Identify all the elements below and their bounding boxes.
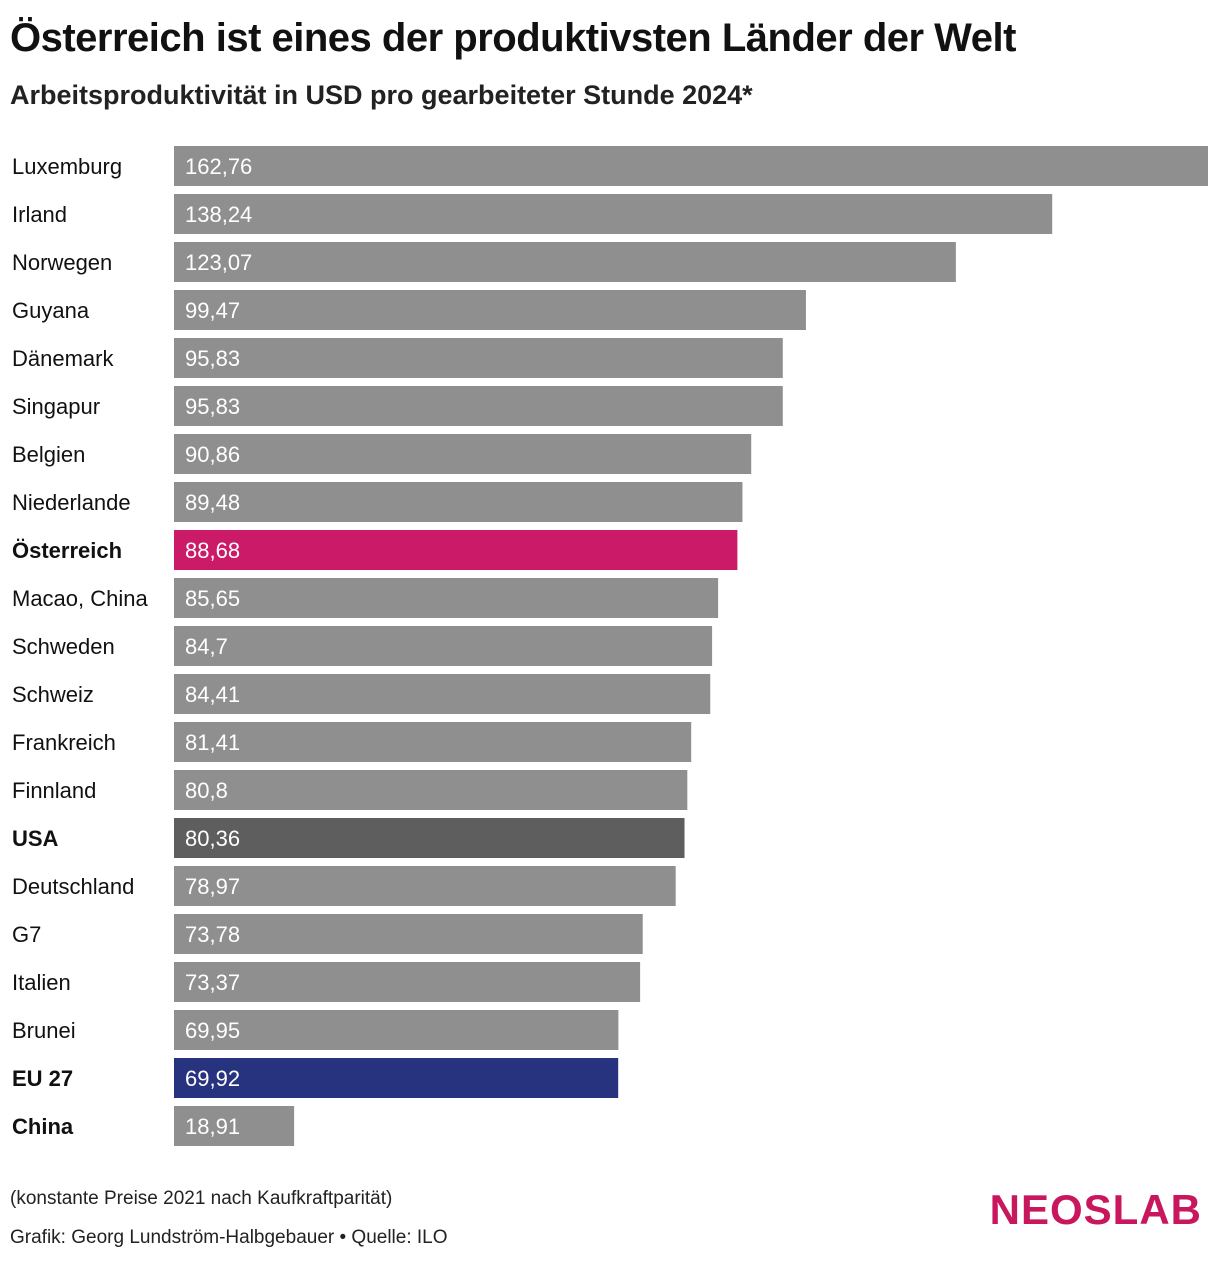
bar-row-niederlande: Niederlande 89,48 [12, 482, 743, 522]
category-label-macao-china: Macao, China [12, 586, 149, 611]
value-label-frankreich: 81,41 [185, 730, 240, 755]
bar-china [174, 1106, 295, 1146]
bar-row-luxemburg: Luxemburg 162,76 [12, 146, 1208, 186]
category-label-schweden: Schweden [12, 634, 115, 659]
bar-row-deutschland: Deutschland 78,97 [12, 866, 676, 906]
neoslab-logo: NEOSLAB [990, 1186, 1202, 1234]
value-label-eu-27: 69,92 [185, 1066, 240, 1091]
category-label-finnland: Finnland [12, 778, 96, 803]
bar-usa [174, 818, 685, 858]
bar-row-norwegen: Norwegen 123,07 [12, 242, 956, 282]
bar-belgien [174, 434, 752, 474]
bar-row-schweden: Schweden 84,7 [12, 626, 713, 666]
bar-finnland [174, 770, 688, 810]
category-label-usa: USA [12, 826, 59, 851]
category-label-deutschland: Deutschland [12, 874, 134, 899]
bar-irland [174, 194, 1053, 234]
bar-row-irland: Irland 138,24 [12, 194, 1053, 234]
value-label-usa: 80,36 [185, 826, 240, 851]
bar-brunei [174, 1010, 619, 1050]
chart-subtitle: Arbeitsproduktivität in USD pro gearbeit… [10, 80, 753, 110]
bar-row-schweiz: Schweiz 84,41 [12, 674, 711, 714]
bar-niederlande [174, 482, 743, 522]
value-label-guyana: 99,47 [185, 298, 240, 323]
value-label-daenemark: 95,83 [185, 346, 240, 371]
bar-row-g7: G7 73,78 [12, 914, 643, 954]
bar-row-italien: Italien 73,37 [12, 962, 641, 1002]
chart-title: Österreich ist eines der produktivsten L… [10, 16, 1016, 60]
value-label-brunei: 69,95 [185, 1018, 240, 1043]
value-label-macao-china: 85,65 [185, 586, 240, 611]
bar-row-macao-china: Macao, China 85,65 [12, 578, 719, 618]
source-credit: Grafik: Georg Lundström-Halbgebauer • Qu… [10, 1227, 448, 1248]
category-label-g7: G7 [12, 922, 41, 947]
bar-luxemburg [174, 146, 1208, 186]
value-label-singapur: 95,83 [185, 394, 240, 419]
bar-guyana [174, 290, 806, 330]
bar-italien [174, 962, 641, 1002]
value-label-schweiz: 84,41 [185, 682, 240, 707]
bar-row-eu-27: EU 27 69,92 [12, 1058, 619, 1098]
bar-singapur [174, 386, 783, 426]
category-label-oesterreich: Österreich [12, 538, 122, 563]
bar-row-finnland: Finnland 80,8 [12, 770, 688, 810]
value-label-luxemburg: 162,76 [185, 154, 252, 179]
category-label-belgien: Belgien [12, 442, 85, 467]
bar-row-belgien: Belgien 90,86 [12, 434, 752, 474]
bar-row-daenemark: Dänemark 95,83 [12, 338, 783, 378]
bar-eu-27 [174, 1058, 619, 1098]
value-label-italien: 73,37 [185, 970, 240, 995]
bar-oesterreich [174, 530, 738, 570]
category-label-eu-27: EU 27 [12, 1066, 73, 1091]
value-label-china: 18,91 [185, 1114, 240, 1139]
category-label-niederlande: Niederlande [12, 490, 131, 515]
bar-row-frankreich: Frankreich 81,41 [12, 722, 692, 762]
bar-schweden [174, 626, 713, 666]
category-label-frankreich: Frankreich [12, 730, 116, 755]
value-label-schweden: 84,7 [185, 634, 228, 659]
category-label-norwegen: Norwegen [12, 250, 112, 275]
category-label-italien: Italien [12, 970, 71, 995]
category-label-daenemark: Dänemark [12, 346, 114, 371]
category-label-singapur: Singapur [12, 394, 100, 419]
bar-row-usa: USA 80,36 [12, 818, 685, 858]
category-label-china: China [12, 1114, 74, 1139]
category-label-schweiz: Schweiz [12, 682, 94, 707]
bar-daenemark [174, 338, 783, 378]
value-label-belgien: 90,86 [185, 442, 240, 467]
bar-chart: Luxemburg 162,76 Irland 138,24 Norwegen 123,0… [12, 146, 1208, 1146]
logo-neos: NEOS [989, 1186, 1113, 1233]
bar-deutschland [174, 866, 676, 906]
bar-g7 [174, 914, 643, 954]
bar-frankreich [174, 722, 692, 762]
value-label-g7: 73,78 [185, 922, 240, 947]
category-label-luxemburg: Luxemburg [12, 154, 122, 179]
value-label-irland: 138,24 [185, 202, 252, 227]
category-label-guyana: Guyana [12, 298, 90, 323]
logo-lab: LAB [1112, 1186, 1202, 1233]
bar-row-singapur: Singapur 95,83 [12, 386, 783, 426]
category-label-irland: Irland [12, 202, 67, 227]
value-label-deutschland: 78,97 [185, 874, 240, 899]
footnote: (konstante Preise 2021 nach Kaufkraftpar… [10, 1188, 393, 1209]
category-label-brunei: Brunei [12, 1018, 76, 1043]
bar-row-china: China 18,91 [12, 1106, 295, 1146]
value-label-niederlande: 89,48 [185, 490, 240, 515]
bar-macao-china [174, 578, 719, 618]
value-label-finnland: 80,8 [185, 778, 228, 803]
bar-schweiz [174, 674, 711, 714]
value-label-norwegen: 123,07 [185, 250, 252, 275]
bar-row-guyana: Guyana 99,47 [12, 290, 806, 330]
bar-row-brunei: Brunei 69,95 [12, 1010, 619, 1050]
bar-norwegen [174, 242, 956, 282]
value-label-oesterreich: 88,68 [185, 538, 240, 563]
bar-row-oesterreich: Österreich 88,68 [12, 530, 738, 570]
